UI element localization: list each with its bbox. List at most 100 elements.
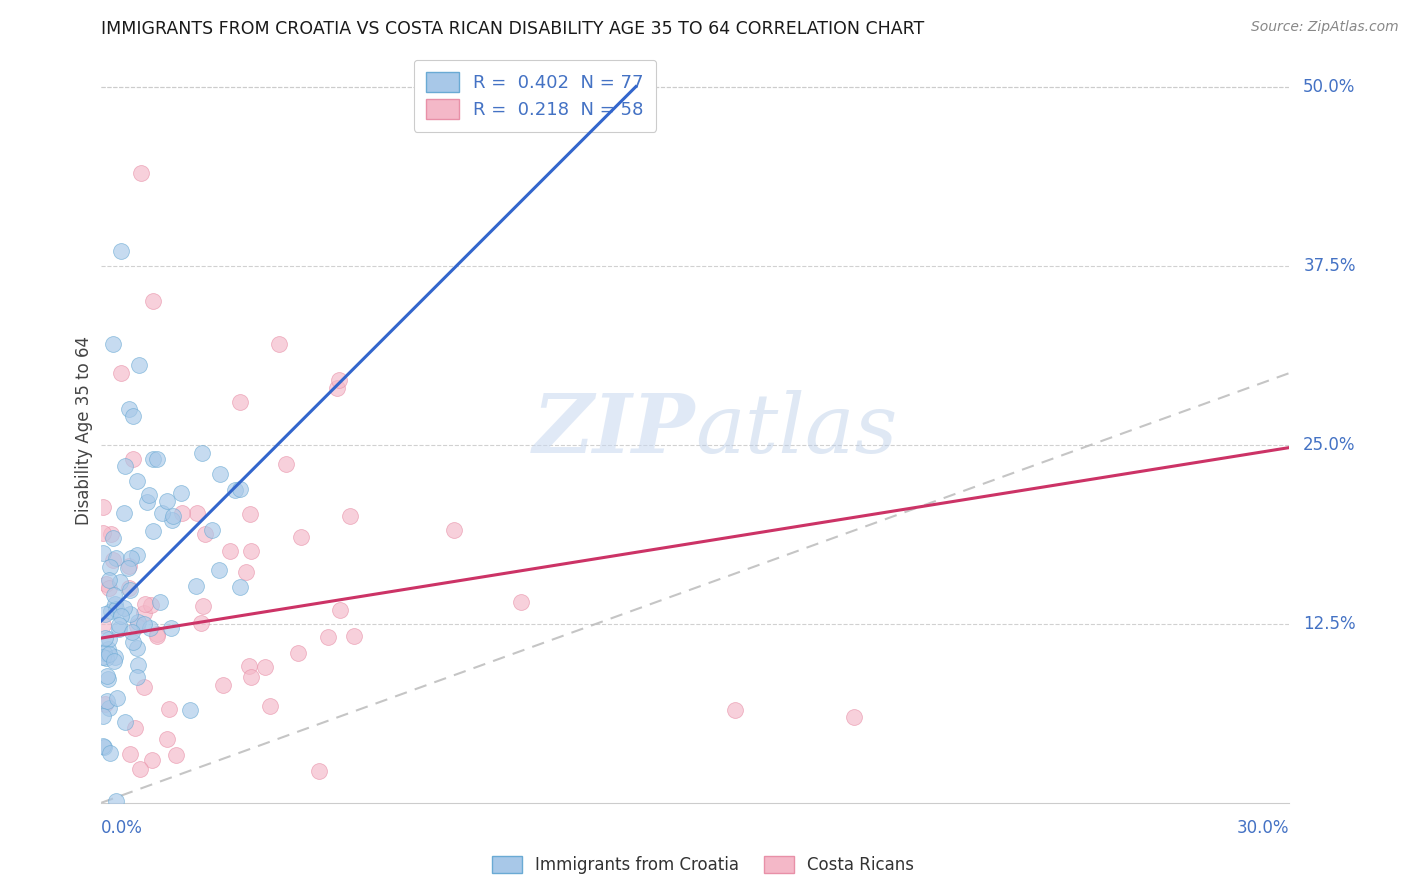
Point	[103, 654, 125, 668]
Point	[114, 714, 136, 729]
Point	[94, 698, 117, 712]
Point	[269, 337, 291, 351]
Point	[149, 595, 172, 609]
Point	[443, 523, 465, 537]
Point	[122, 409, 145, 423]
Point	[98, 701, 121, 715]
Point	[274, 457, 297, 471]
Point	[342, 629, 364, 643]
Point	[172, 506, 194, 520]
Point	[91, 546, 114, 560]
Point	[132, 680, 155, 694]
Point	[201, 523, 224, 537]
Point	[238, 659, 260, 673]
Point	[121, 635, 143, 649]
Point	[110, 366, 132, 380]
Point	[162, 509, 184, 524]
Point	[141, 598, 163, 612]
Point	[91, 708, 114, 723]
Point	[290, 530, 312, 544]
Text: 37.5%: 37.5%	[1303, 257, 1355, 275]
Point	[134, 597, 156, 611]
Point	[308, 764, 330, 779]
Point	[118, 607, 141, 622]
Point	[326, 380, 349, 394]
Point	[190, 615, 212, 630]
Point	[91, 649, 114, 664]
Point	[101, 337, 124, 351]
Point	[129, 165, 152, 179]
Text: 50.0%: 50.0%	[1303, 78, 1355, 95]
Legend: Immigrants from Croatia, Costa Ricans: Immigrants from Croatia, Costa Ricans	[486, 851, 920, 880]
Point	[127, 658, 149, 673]
Text: 30.0%: 30.0%	[1237, 820, 1289, 838]
Point	[117, 561, 139, 575]
Text: ZIP: ZIP	[533, 391, 695, 470]
Point	[194, 527, 217, 541]
Point	[218, 543, 240, 558]
Point	[229, 394, 252, 409]
Point	[91, 500, 114, 515]
Point	[103, 588, 125, 602]
Point	[120, 747, 142, 761]
Point	[112, 506, 135, 520]
Point	[96, 651, 118, 665]
Point	[110, 244, 132, 259]
Point	[91, 739, 114, 754]
Point	[124, 722, 146, 736]
Point	[142, 294, 165, 309]
Point	[239, 507, 262, 521]
Point	[724, 703, 747, 717]
Point	[122, 452, 145, 467]
Legend: R =  0.402  N = 77, R =  0.218  N = 58: R = 0.402 N = 77, R = 0.218 N = 58	[413, 60, 657, 132]
Point	[105, 794, 128, 808]
Point	[125, 641, 148, 656]
Point	[328, 602, 350, 616]
Point	[316, 630, 339, 644]
Point	[156, 493, 179, 508]
Point	[224, 483, 246, 497]
Point	[121, 625, 143, 640]
Point	[228, 483, 250, 497]
Point	[235, 565, 257, 579]
Point	[193, 599, 215, 613]
Point	[100, 604, 122, 618]
Point	[98, 632, 121, 646]
Point	[94, 632, 117, 646]
Point	[97, 642, 120, 657]
Point	[120, 550, 142, 565]
Point	[100, 527, 122, 541]
Point	[104, 550, 127, 565]
Point	[141, 753, 163, 767]
Point	[93, 739, 115, 754]
Text: 25.0%: 25.0%	[1303, 435, 1355, 454]
Point	[510, 595, 533, 609]
Point	[170, 486, 193, 500]
Point	[108, 622, 131, 636]
Point	[127, 615, 149, 629]
Point	[134, 606, 156, 620]
Point	[91, 526, 114, 541]
Point	[229, 580, 252, 594]
Point	[125, 618, 148, 632]
Point	[842, 710, 865, 724]
Point	[110, 609, 132, 624]
Point	[97, 581, 120, 595]
Text: 0.0%: 0.0%	[101, 820, 143, 838]
Point	[104, 650, 127, 665]
Point	[118, 401, 141, 416]
Point	[96, 694, 118, 708]
Point	[212, 678, 235, 692]
Point	[339, 508, 361, 523]
Point	[142, 524, 165, 538]
Point	[94, 607, 117, 621]
Point	[139, 621, 162, 635]
Point	[128, 762, 150, 776]
Point	[98, 747, 121, 761]
Point	[191, 446, 214, 460]
Point	[118, 558, 141, 573]
Y-axis label: Disability Age 35 to 64: Disability Age 35 to 64	[75, 336, 93, 524]
Point	[259, 699, 281, 714]
Point	[239, 670, 262, 684]
Text: atlas: atlas	[695, 391, 897, 470]
